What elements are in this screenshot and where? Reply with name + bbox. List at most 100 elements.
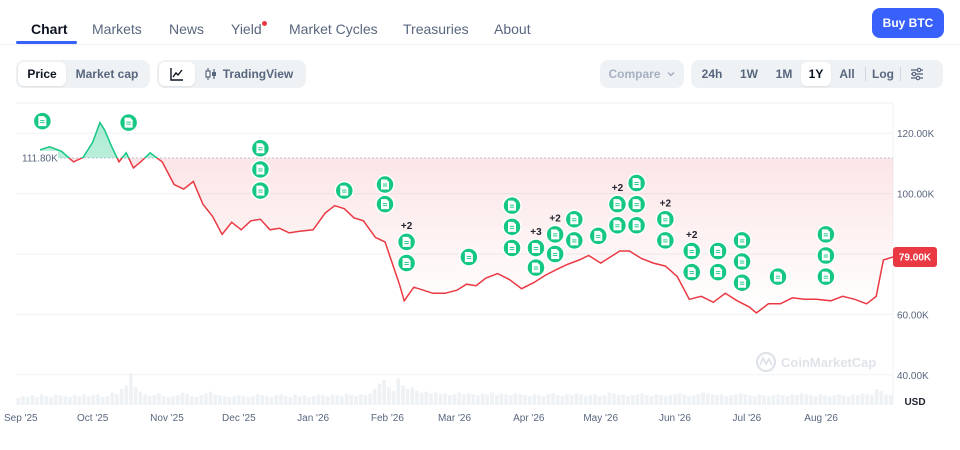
log-scale-toggle[interactable]: Log [872, 67, 894, 81]
document-icon [551, 229, 560, 240]
range-1y[interactable]: 1Y [801, 62, 831, 86]
tab-about[interactable]: About [494, 21, 531, 37]
volume-bar [86, 396, 91, 405]
market-cap-toggle[interactable]: Market cap [75, 67, 139, 81]
price-line-below-reference [67, 157, 894, 314]
news-marker[interactable] [250, 180, 271, 201]
volume-bar [114, 394, 119, 405]
chart-settings-button[interactable] [903, 62, 931, 86]
news-marker[interactable]: +2 [396, 221, 417, 252]
document-icon-page [738, 277, 747, 288]
tab-treasuries[interactable]: Treasuries [403, 21, 469, 37]
x-tick-label: May '26 [583, 413, 618, 424]
tab-markets[interactable]: Markets [92, 21, 142, 37]
volume-bar [471, 394, 476, 405]
news-marker[interactable] [708, 241, 728, 261]
news-marker[interactable] [708, 262, 728, 282]
document-icon [256, 143, 265, 154]
news-marker[interactable] [681, 262, 702, 282]
volume-bar [316, 394, 321, 405]
news-marker[interactable] [626, 215, 647, 236]
news-marker[interactable] [564, 209, 585, 230]
price-chart-canvas[interactable]: CoinMarketCap +2 +3 +2 +2 +2 +2 120.00K 100.00… [0, 98, 960, 450]
news-marker[interactable] [732, 230, 752, 251]
range-all[interactable]: All [839, 67, 855, 81]
news-marker[interactable] [334, 180, 355, 201]
volume-bar [762, 395, 766, 405]
document-icon-page [821, 250, 830, 261]
news-marker[interactable] [502, 195, 522, 216]
volume-bar [255, 394, 260, 405]
document-icon [402, 258, 411, 269]
tab-news[interactable]: News [169, 21, 205, 37]
news-marker[interactable] [250, 159, 271, 180]
news-marker[interactable]: +3 [526, 227, 546, 258]
document-icon [632, 178, 641, 189]
document-icon-page [594, 230, 603, 241]
price-chart[interactable]: CoinMarketCap +2 +3 +2 +2 +2 +2 120.00K 100.00… [0, 98, 960, 450]
x-tick-label: Jul '26 [733, 413, 762, 424]
news-marker[interactable]: +2 [655, 198, 676, 230]
volume-bar [396, 378, 401, 405]
news-marker[interactable] [545, 244, 565, 264]
volume-bar [218, 395, 222, 405]
news-marker[interactable] [375, 194, 395, 214]
range-24h[interactable]: 24h [701, 67, 723, 81]
news-marker[interactable] [626, 194, 647, 214]
document-icon-page [821, 229, 830, 240]
news-marker[interactable]: +2 [607, 183, 628, 214]
news-marker[interactable] [375, 174, 395, 195]
news-marker[interactable] [816, 245, 836, 266]
document-icon-page [124, 117, 133, 128]
volume-bar [560, 396, 565, 405]
coinmarketcap-logo-mark [759, 355, 773, 366]
active-tab-indicator [16, 41, 77, 44]
news-marker[interactable] [816, 224, 836, 245]
volume-bar [283, 396, 288, 405]
compare-dropdown[interactable]: Compare [600, 60, 684, 88]
price-toggle[interactable]: Price [18, 62, 66, 86]
tradingview-button[interactable]: TradingView [195, 62, 302, 86]
range-selector: 24h 1W 1M 1Y All Log [691, 60, 943, 88]
news-marker[interactable] [250, 138, 271, 159]
tab-yield[interactable]: Yield [231, 21, 262, 37]
news-marker[interactable] [732, 251, 752, 272]
volume-bar [452, 394, 457, 405]
news-marker[interactable] [502, 238, 522, 258]
news-marker[interactable]: +2 [545, 213, 565, 245]
document-icon-page [38, 116, 47, 127]
news-marker[interactable] [607, 215, 628, 236]
volume-bar [49, 397, 54, 405]
news-marker[interactable] [732, 272, 752, 293]
x-tick-label: Aug '26 [804, 413, 838, 424]
volume-bar [602, 395, 607, 405]
news-marker[interactable] [655, 230, 676, 251]
news-marker[interactable] [564, 230, 585, 251]
document-icon [613, 199, 622, 210]
news-marker[interactable] [502, 217, 522, 237]
buy-btc-button[interactable]: Buy BTC [872, 8, 944, 38]
range-1m[interactable]: 1M [775, 67, 793, 81]
volume-bar [823, 395, 827, 405]
tab-chart[interactable]: Chart [31, 21, 68, 37]
tab-market-cycles[interactable]: Market Cycles [289, 21, 378, 37]
line-chart-button[interactable] [159, 62, 195, 86]
news-markers[interactable]: +2 +3 +2 +2 +2 +2 [32, 111, 836, 293]
news-marker[interactable] [816, 266, 836, 287]
volume-bar [546, 394, 551, 405]
range-1w[interactable]: 1W [740, 67, 758, 81]
news-marker[interactable] [588, 226, 609, 246]
news-marker[interactable] [396, 253, 417, 273]
news-marker[interactable] [768, 266, 788, 287]
news-marker[interactable] [32, 111, 53, 131]
volume-bar [593, 394, 598, 405]
chart-type-toggle: TradingView [157, 60, 306, 88]
volume-bar [649, 396, 654, 405]
news-marker[interactable] [626, 173, 647, 193]
news-marker[interactable]: +2 [681, 230, 702, 261]
document-icon-page [464, 252, 473, 263]
news-marker[interactable] [459, 247, 479, 267]
news-marker[interactable] [118, 112, 139, 133]
volume-bar [307, 397, 311, 405]
news-marker[interactable] [526, 257, 546, 278]
